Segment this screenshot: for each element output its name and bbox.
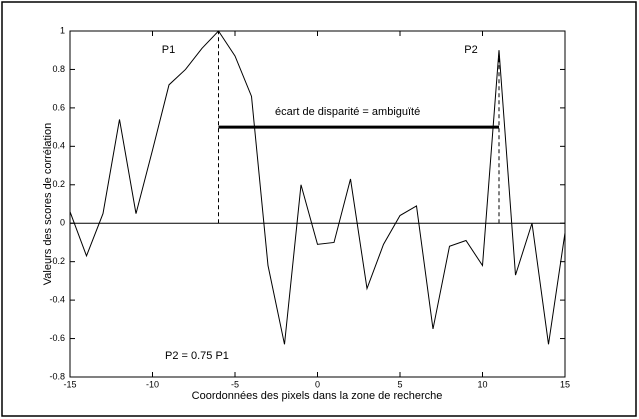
axes-box bbox=[69, 30, 566, 378]
y-tick-label: -0.8 bbox=[49, 371, 65, 381]
y-tick-label: 0 bbox=[60, 218, 65, 228]
x-tick-label: -15 bbox=[63, 379, 76, 389]
y-tick-label: 0.8 bbox=[52, 64, 65, 74]
y-tick-label: 0.4 bbox=[52, 141, 65, 151]
x-tick-label: 10 bbox=[477, 379, 487, 389]
ambiguity-label: écart de disparité = ambiguïté bbox=[275, 106, 420, 118]
x-tick-label: -10 bbox=[146, 379, 159, 389]
peak-label: P1 bbox=[162, 44, 175, 56]
y-tick-label: -0.4 bbox=[49, 294, 65, 304]
data-line bbox=[69, 30, 566, 345]
y-tick-label: 1 bbox=[60, 25, 65, 35]
y-tick-label: -0.2 bbox=[49, 256, 65, 266]
x-tick-label: 5 bbox=[397, 379, 402, 389]
x-tick-label: -5 bbox=[231, 379, 239, 389]
peak-label: P2 bbox=[464, 44, 477, 56]
note: P2 = 0.75 P1 bbox=[165, 350, 229, 362]
y-tick-label: 0.6 bbox=[52, 102, 65, 112]
y-tick-label: -0.6 bbox=[49, 333, 65, 343]
x-tick-label: 0 bbox=[315, 379, 320, 389]
y-tick-label: 0.2 bbox=[52, 179, 65, 189]
x-axis-label: Coordonnées des pixels dans la zone de r… bbox=[192, 390, 443, 402]
y-axis-label: Valeurs des scores de corrélation bbox=[42, 123, 54, 285]
x-tick-label: 15 bbox=[560, 379, 570, 389]
